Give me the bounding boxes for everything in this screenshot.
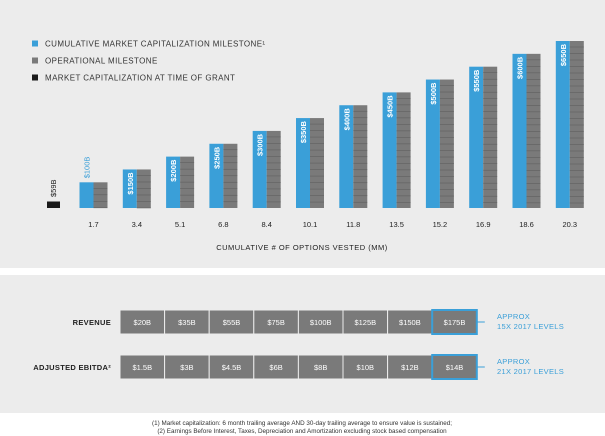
x-tick-5.1: 5.1 xyxy=(175,220,185,229)
table-cell-value: $10B xyxy=(357,363,375,372)
bar-series: $59B $100B $150B $200B $250B $300B $350B $400B $… xyxy=(47,41,584,209)
legend-label-3: MARKET CAPITALIZATION AT TIME OF GRANT xyxy=(45,74,235,83)
market-cap-bar-13.5 xyxy=(382,92,397,208)
table-cell-value: $20B xyxy=(134,318,152,327)
table-cell xyxy=(253,309,299,335)
row-label-1: REVENUE xyxy=(73,318,111,327)
table-cell xyxy=(253,354,299,380)
approx-note-line-1: APPROX xyxy=(497,357,530,366)
market-cap-bar-label-15.2: $500B xyxy=(429,82,438,105)
grant-bar xyxy=(47,201,60,208)
table-cell xyxy=(387,309,433,335)
table-cell-value: $14B xyxy=(446,363,464,372)
legend: CUMULATIVE MARKET CAPITALIZATION MILESTO… xyxy=(32,40,266,83)
table-cell-value: $12B xyxy=(401,363,419,372)
legend-label-2: OPERATIONAL MILESTONE xyxy=(45,57,158,66)
market-cap-bar-label-13.5: $450B xyxy=(386,95,395,118)
table-cell-value: $8B xyxy=(314,363,327,372)
market-cap-bar-label-1.7: $100B xyxy=(83,157,92,179)
legend-label-1: CUMULATIVE MARKET CAPITALIZATION MILESTO… xyxy=(45,40,266,49)
footnote-2: (2) Earnings Before Interest, Taxes, Dep… xyxy=(157,428,447,435)
table-cell-value: $150B xyxy=(399,318,421,327)
operational-bar-18.6 xyxy=(526,53,541,208)
table-cell xyxy=(297,354,344,380)
table-cell-value: $100B xyxy=(310,318,332,327)
market-cap-bar-label-10.1: $350B xyxy=(299,121,308,144)
market-cap-bar-label-11.8: $400B xyxy=(342,108,351,131)
table-cell-value: $35B xyxy=(178,318,196,327)
x-tick-18.6: 18.6 xyxy=(519,220,534,229)
approx-note-line-2: 15X 2017 LEVELS xyxy=(497,322,564,331)
table-cell-value: $55B xyxy=(223,318,241,327)
market-cap-bar-label-6.8: $250B xyxy=(212,146,221,169)
operational-bar-1.7 xyxy=(93,182,108,208)
x-tick-labels: 1.7 3.4 5.1 6.8 8.4 10.1 11.8 13.5 15.2 16.9 18.6 2… xyxy=(88,220,577,229)
table-cell xyxy=(208,309,255,335)
legend-swatch-2 xyxy=(32,57,38,64)
market-cap-bar-label-16.9: $550B xyxy=(472,69,481,92)
x-tick-6.8: 6.8 xyxy=(218,220,228,229)
market-cap-bar-6.8 xyxy=(209,143,224,208)
table-cell-value: $125B xyxy=(354,318,376,327)
table-cell xyxy=(431,354,478,380)
market-cap-bar-5.1 xyxy=(166,156,181,208)
table-cell-value: $75B xyxy=(267,318,285,327)
x-tick-8.4: 8.4 xyxy=(261,220,271,229)
milestone-table-panel xyxy=(0,275,605,413)
operational-bar-20.3 xyxy=(569,41,584,208)
footnote-1: (1) Market capitalization: 6 month trail… xyxy=(152,420,452,427)
table-cell xyxy=(119,309,166,335)
approx-note-line-2: 21X 2017 LEVELS xyxy=(497,367,564,376)
table-cell xyxy=(119,354,166,380)
row-label-2: ADJUSTED EBITDA² xyxy=(33,363,111,372)
legend-swatch-3 xyxy=(32,74,38,81)
table-cell-value: $6B xyxy=(269,363,282,372)
x-tick-16.9: 16.9 xyxy=(476,220,491,229)
approx-note-line-1: APPROX xyxy=(497,312,530,321)
table-cell-value: $1.5B xyxy=(132,363,152,372)
x-tick-13.5: 13.5 xyxy=(389,220,404,229)
table-cell-value: $175B xyxy=(444,318,466,327)
market-cap-bar-label-20.3: $650B xyxy=(559,43,568,66)
table-cell-value: $4.5B xyxy=(222,363,242,372)
market-cap-bar-1.7 xyxy=(79,182,94,208)
market-cap-bar-15.2 xyxy=(425,79,440,209)
market-cap-bar-label-18.6: $600B xyxy=(516,56,525,79)
operational-bar-16.9 xyxy=(483,66,498,208)
market-cap-bar-11.8 xyxy=(339,105,354,208)
market-cap-bar-10.1 xyxy=(296,118,310,208)
legend-swatch-1 xyxy=(32,40,38,47)
market-cap-bar-16.9 xyxy=(469,66,484,208)
x-tick-3.4: 3.4 xyxy=(132,220,142,229)
table-cell xyxy=(342,309,389,335)
table-cell xyxy=(164,354,210,380)
table-cell xyxy=(387,354,433,380)
x-tick-11.8: 11.8 xyxy=(346,220,360,229)
milestone-table: REVENUE $20B $35B $55B $75B $100B $125B $150B $1… xyxy=(33,309,564,380)
market-cap-bar-label-5.1: $200B xyxy=(169,159,178,182)
table-cell xyxy=(208,354,255,380)
x-tick-10.1: 10.1 xyxy=(303,220,318,229)
table-cell-value: $3B xyxy=(180,363,193,372)
x-tick-1.7: 1.7 xyxy=(88,220,98,229)
market-cap-bar-label-8.4: $300B xyxy=(256,133,265,156)
market-cap-bar-8.4 xyxy=(252,130,267,208)
x-tick-20.3: 20.3 xyxy=(562,220,577,229)
market-cap-bar-3.4 xyxy=(122,169,137,208)
grant-bar-label: $59B xyxy=(49,179,58,197)
market-cap-bar-label-3.4: $150B xyxy=(126,172,135,195)
market-cap-bar-20.3 xyxy=(555,41,570,208)
market-cap-bar-18.6 xyxy=(512,53,527,208)
x-tick-15.2: 15.2 xyxy=(433,220,448,229)
x-axis-label: CUMULATIVE # OF OPTIONS VESTED (MM) xyxy=(216,243,388,252)
